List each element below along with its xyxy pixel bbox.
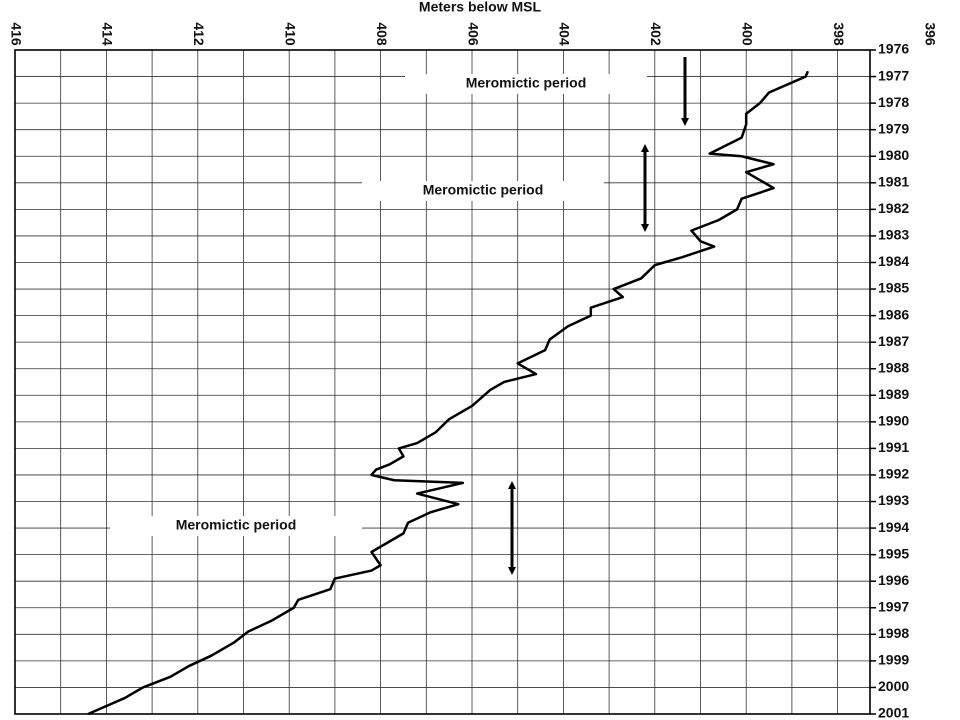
y-tick-label: 1991 [878,439,909,455]
x-tick-label: 400 [739,22,755,46]
annotation-bg [405,74,647,94]
y-tick-label: 1983 [878,227,909,243]
annotation: Meromictic period [423,182,544,198]
y-tick-label: 1982 [878,200,909,216]
annotation-bg [110,516,362,536]
x-tick-label: 412 [191,22,207,46]
y-tick-label: 1987 [878,333,909,349]
y-tick-label: 1996 [878,572,909,588]
data-line [87,70,810,716]
chart-title: Meters below MSL [419,0,542,15]
y-tick-label: 1984 [878,253,909,269]
y-tick-label: 1999 [878,652,909,668]
x-tick-label: 410 [282,22,298,46]
x-tick-label: 402 [648,22,664,46]
x-tick-label: 396 [922,22,938,46]
x-tick-label: 408 [374,22,390,46]
y-tick-label: 1981 [878,174,909,190]
y-tick-label: 2001 [878,705,909,720]
x-tick-label: 406 [465,22,481,46]
annotation: Meromictic period [176,517,297,533]
y-tick-label: 1986 [878,306,909,322]
y-tick-label: 1976 [878,41,909,57]
y-tick-label: 2000 [878,678,909,694]
y-tick-label: 1998 [878,625,909,641]
y-tick-label: 1985 [878,280,909,296]
y-tick-label: 1992 [878,466,909,482]
x-tick-label: 404 [557,22,573,46]
y-tick-label: 1979 [878,120,909,136]
y-tick-label: 1978 [878,94,909,110]
y-tick-label: 1993 [878,492,909,508]
x-tick-label: 414 [100,22,116,46]
y-tick-label: 1989 [878,386,909,402]
annotation: Meromictic period [466,75,587,91]
y-tick-label: 1994 [878,519,909,535]
y-tick-label: 1997 [878,598,909,614]
grid [14,49,870,715]
y-tick-label: 1990 [878,413,909,429]
y-tick-label: 1988 [878,359,909,375]
y-tick-label: 1980 [878,147,909,163]
y-tick-label: 1995 [878,545,909,561]
plot-frame [14,49,871,715]
annotation-bg [362,181,604,201]
x-tick-label: 398 [831,22,847,46]
x-tick-label: 416 [8,22,24,46]
y-tick-label: 1977 [878,67,909,83]
